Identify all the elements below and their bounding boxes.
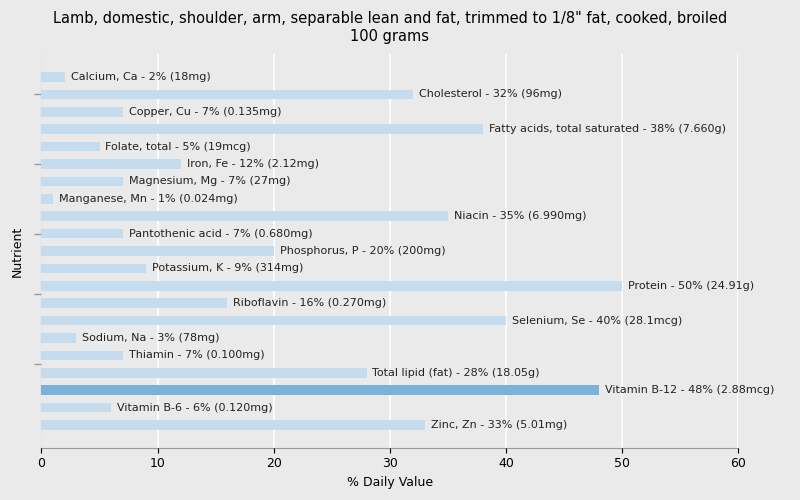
Bar xyxy=(42,316,506,326)
Bar xyxy=(42,176,122,186)
Bar xyxy=(42,386,599,395)
Text: Potassium, K - 9% (314mg): Potassium, K - 9% (314mg) xyxy=(152,264,303,274)
Text: Manganese, Mn - 1% (0.024mg): Manganese, Mn - 1% (0.024mg) xyxy=(59,194,238,204)
Bar xyxy=(42,107,122,117)
Bar xyxy=(42,298,227,308)
Text: Iron, Fe - 12% (2.12mg): Iron, Fe - 12% (2.12mg) xyxy=(186,159,318,169)
Text: Selenium, Se - 40% (28.1mcg): Selenium, Se - 40% (28.1mcg) xyxy=(512,316,682,326)
Text: Total lipid (fat) - 28% (18.05g): Total lipid (fat) - 28% (18.05g) xyxy=(373,368,540,378)
Text: Vitamin B-12 - 48% (2.88mcg): Vitamin B-12 - 48% (2.88mcg) xyxy=(605,385,774,395)
Bar xyxy=(42,350,122,360)
Bar xyxy=(42,403,111,412)
Bar xyxy=(42,333,76,343)
Bar xyxy=(42,194,53,203)
Text: Sodium, Na - 3% (78mg): Sodium, Na - 3% (78mg) xyxy=(82,333,220,343)
Y-axis label: Nutrient: Nutrient xyxy=(11,226,24,276)
Text: Niacin - 35% (6.990mg): Niacin - 35% (6.990mg) xyxy=(454,211,586,221)
Bar xyxy=(42,281,622,290)
Bar xyxy=(42,72,65,82)
X-axis label: % Daily Value: % Daily Value xyxy=(347,476,433,489)
Text: Fatty acids, total saturated - 38% (7.660g): Fatty acids, total saturated - 38% (7.66… xyxy=(489,124,726,134)
Bar xyxy=(42,246,274,256)
Bar xyxy=(42,90,413,99)
Text: Cholesterol - 32% (96mg): Cholesterol - 32% (96mg) xyxy=(419,90,562,100)
Bar xyxy=(42,229,122,238)
Text: Calcium, Ca - 2% (18mg): Calcium, Ca - 2% (18mg) xyxy=(70,72,210,82)
Bar xyxy=(42,264,146,273)
Bar xyxy=(42,124,483,134)
Bar xyxy=(42,159,181,169)
Title: Lamb, domestic, shoulder, arm, separable lean and fat, trimmed to 1/8" fat, cook: Lamb, domestic, shoulder, arm, separable… xyxy=(53,11,727,44)
Bar xyxy=(42,420,425,430)
Text: Pantothenic acid - 7% (0.680mg): Pantothenic acid - 7% (0.680mg) xyxy=(129,228,312,238)
Text: Thiamin - 7% (0.100mg): Thiamin - 7% (0.100mg) xyxy=(129,350,264,360)
Bar xyxy=(42,368,366,378)
Bar xyxy=(42,212,448,221)
Text: Magnesium, Mg - 7% (27mg): Magnesium, Mg - 7% (27mg) xyxy=(129,176,290,186)
Text: Folate, total - 5% (19mcg): Folate, total - 5% (19mcg) xyxy=(106,142,251,152)
Text: Vitamin B-6 - 6% (0.120mg): Vitamin B-6 - 6% (0.120mg) xyxy=(117,402,273,412)
Bar xyxy=(42,142,99,152)
Text: Zinc, Zn - 33% (5.01mg): Zinc, Zn - 33% (5.01mg) xyxy=(430,420,567,430)
Text: Riboflavin - 16% (0.270mg): Riboflavin - 16% (0.270mg) xyxy=(233,298,386,308)
Text: Phosphorus, P - 20% (200mg): Phosphorus, P - 20% (200mg) xyxy=(279,246,445,256)
Text: Protein - 50% (24.91g): Protein - 50% (24.91g) xyxy=(628,281,754,291)
Text: Copper, Cu - 7% (0.135mg): Copper, Cu - 7% (0.135mg) xyxy=(129,107,281,117)
